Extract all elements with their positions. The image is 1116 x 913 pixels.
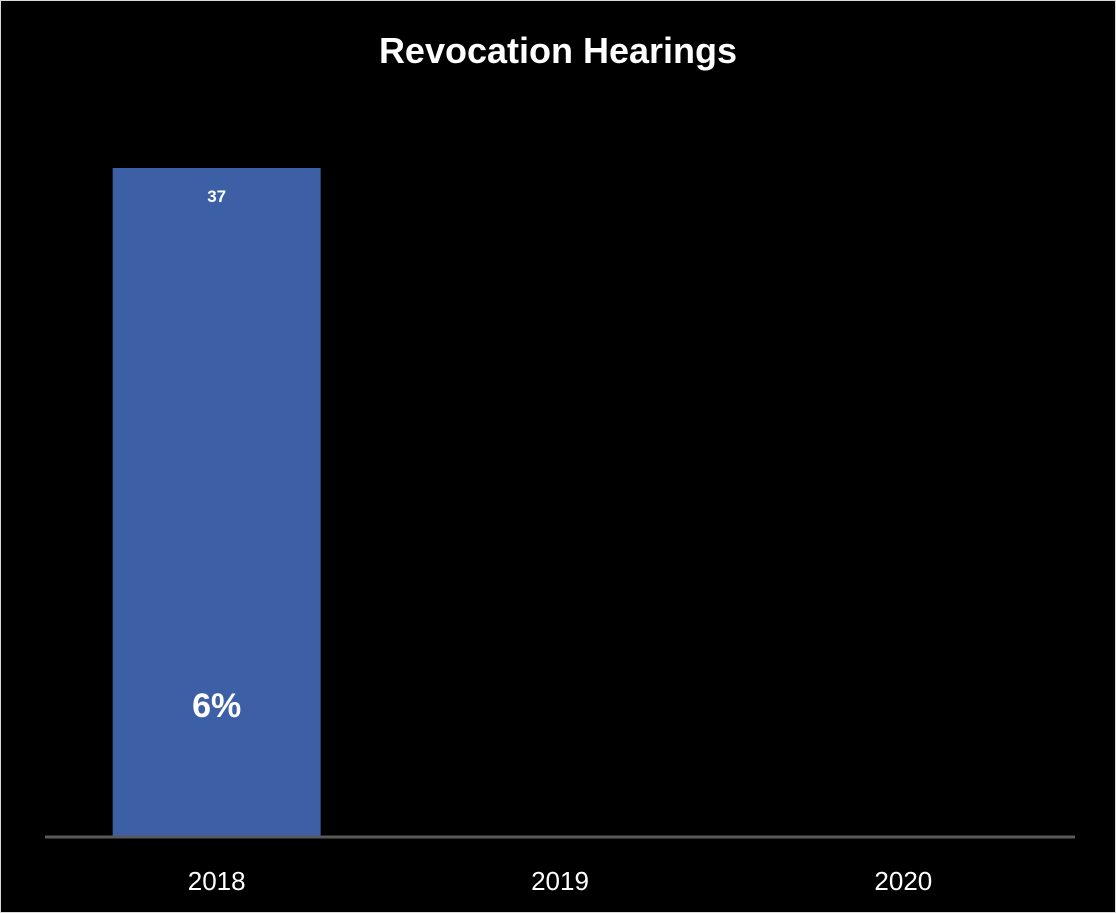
- chart-title: Revocation Hearings: [378, 30, 738, 71]
- x-tick-label-2020: 2020: [874, 866, 932, 896]
- data-label-2018: 37: [207, 187, 226, 206]
- x-tick-label-2018: 2018: [188, 866, 246, 896]
- bar-2018: [112, 168, 321, 837]
- percent-label-2018: 6%: [192, 687, 241, 725]
- x-tick-label-2019: 2019: [531, 866, 589, 896]
